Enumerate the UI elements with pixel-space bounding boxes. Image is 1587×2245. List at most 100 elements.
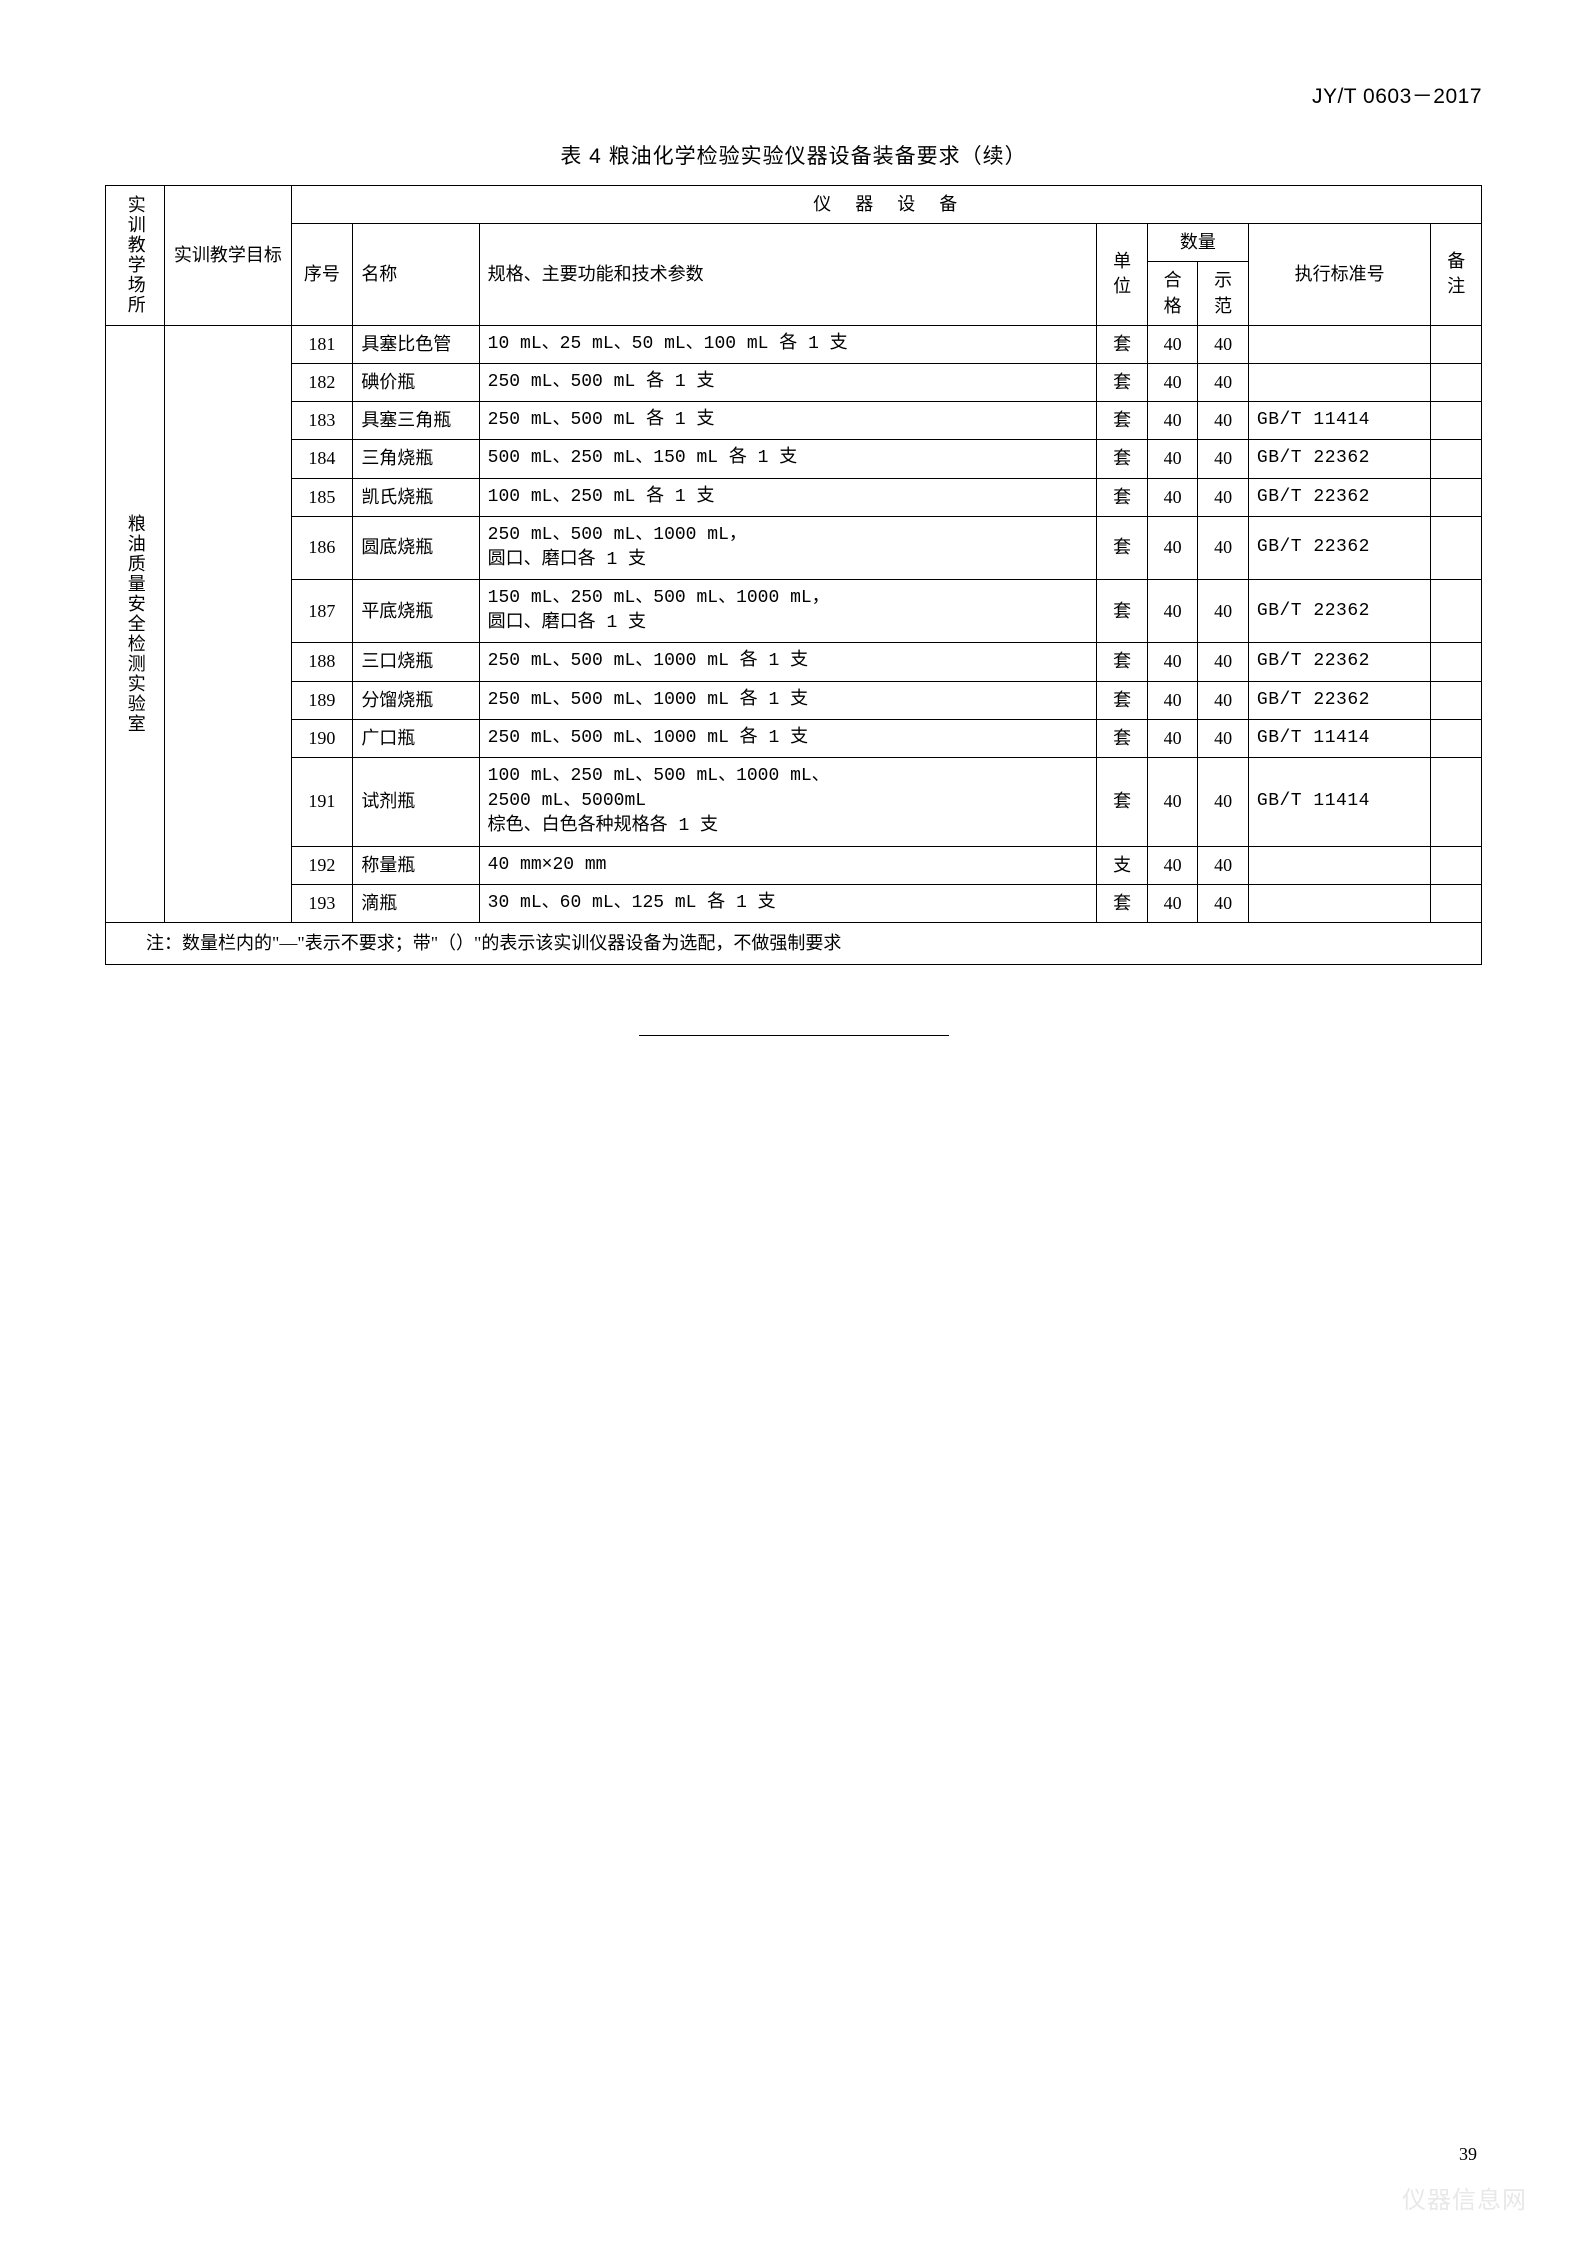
table-title-continued: （续） [961,144,1027,168]
cell-hg: 40 [1147,580,1198,643]
cell-name: 平底烧瓶 [353,580,479,643]
cell-spec: 250 mL、500 mL、1000 mL 各 1 支 [479,681,1097,719]
table-title: 表 4 粮油化学检验实验仪器设备装备要求（续） [105,140,1482,170]
cell-name: 凯氏烧瓶 [353,478,479,516]
cell-spec: 40 mm×20 mm [479,846,1097,884]
header-qty-hg: 合格 [1147,262,1198,325]
cell-seq: 188 [291,643,353,681]
cell-name: 碘价瓶 [353,363,479,401]
table-row: 183具塞三角瓶250 mL、500 mL 各 1 支套4040GB/T 114… [106,402,1482,440]
cell-std: GB/T 22362 [1248,643,1430,681]
cell-note [1431,363,1482,401]
cell-spec: 250 mL、500 mL、1000 mL 各 1 支 [479,643,1097,681]
header-qty: 数量 [1147,224,1248,262]
cell-unit: 套 [1097,758,1148,847]
cell-hg: 40 [1147,325,1198,363]
table-body: 粮油质量安全检测实验室 181具塞比色管10 mL、25 mL、50 mL、100… [106,325,1482,964]
cell-sf: 40 [1198,363,1249,401]
cell-sf: 40 [1198,516,1249,579]
cell-note [1431,478,1482,516]
equipment-table: 实训教学场所 实训教学目标 仪器设备 序号 名称 规格、主要功能和技术参数 单位… [105,185,1482,965]
cell-note [1431,580,1482,643]
cell-hg: 40 [1147,846,1198,884]
cell-hg: 40 [1147,516,1198,579]
cell-sf: 40 [1198,440,1249,478]
cell-unit: 套 [1097,719,1148,757]
cell-note [1431,402,1482,440]
header-spec: 规格、主要功能和技术参数 [479,224,1097,326]
lab-name-cell: 粮油质量安全检测实验室 [106,325,165,922]
cell-unit: 套 [1097,884,1148,922]
cell-seq: 190 [291,719,353,757]
header-seq: 序号 [291,224,353,326]
cell-hg: 40 [1147,758,1198,847]
table-title-main: 表 4 粮油化学检验实验仪器设备装备要求 [560,145,960,168]
table-row: 184三角烧瓶500 mL、250 mL、150 mL 各 1 支套4040GB… [106,440,1482,478]
cell-name: 分馏烧瓶 [353,681,479,719]
cell-sf: 40 [1198,478,1249,516]
table-row: 185凯氏烧瓶100 mL、250 mL 各 1 支套4040GB/T 2236… [106,478,1482,516]
header-qty-sf: 示范 [1198,262,1249,325]
cell-hg: 40 [1147,681,1198,719]
cell-spec: 150 mL、250 mL、500 mL、1000 mL，圆口、磨口各 1 支 [479,580,1097,643]
cell-note [1431,884,1482,922]
cell-sf: 40 [1198,402,1249,440]
cell-std [1248,363,1430,401]
cell-std [1248,884,1430,922]
document-code: JY/T 0603－2017 [105,80,1482,110]
cell-hg: 40 [1147,440,1198,478]
cell-seq: 189 [291,681,353,719]
cell-seq: 181 [291,325,353,363]
header-place: 实训教学场所 [106,186,165,326]
cell-name: 滴瓶 [353,884,479,922]
cell-unit: 套 [1097,402,1148,440]
cell-note [1431,681,1482,719]
cell-std: GB/T 11414 [1248,402,1430,440]
cell-std: GB/T 22362 [1248,580,1430,643]
cell-spec: 10 mL、25 mL、50 mL、100 mL 各 1 支 [479,325,1097,363]
cell-hg: 40 [1147,719,1198,757]
cell-name: 广口瓶 [353,719,479,757]
cell-std: GB/T 22362 [1248,440,1430,478]
table-row: 191试剂瓶100 mL、250 mL、500 mL、1000 mL、2500 … [106,758,1482,847]
table-row: 粮油质量安全检测实验室181具塞比色管10 mL、25 mL、50 mL、100… [106,325,1482,363]
cell-spec: 250 mL、500 mL 各 1 支 [479,402,1097,440]
cell-sf: 40 [1198,325,1249,363]
cell-name: 三口烧瓶 [353,643,479,681]
cell-note [1431,325,1482,363]
page-number: 39 [1459,2144,1477,2165]
table-row: 186圆底烧瓶250 mL、500 mL、1000 mL，圆口、磨口各 1 支套… [106,516,1482,579]
header-unit: 单位 [1097,224,1148,326]
cell-sf: 40 [1198,884,1249,922]
cell-seq: 182 [291,363,353,401]
cell-seq: 193 [291,884,353,922]
cell-unit: 套 [1097,643,1148,681]
footer-note-row: 注：数量栏内的"—"表示不要求；带"（）"的表示该实训仪器设备为选配，不做强制要… [106,922,1482,964]
separator-line [639,1035,949,1036]
table-row: 192称量瓶40 mm×20 mm支4040 [106,846,1482,884]
cell-spec: 100 mL、250 mL、500 mL、1000 mL、2500 mL、500… [479,758,1097,847]
cell-unit: 套 [1097,325,1148,363]
cell-spec: 250 mL、500 mL、1000 mL 各 1 支 [479,719,1097,757]
header-note: 备注 [1431,224,1482,326]
cell-hg: 40 [1147,643,1198,681]
cell-sf: 40 [1198,643,1249,681]
header-equipment: 仪器设备 [291,186,1481,224]
cell-name: 具塞三角瓶 [353,402,479,440]
cell-note [1431,846,1482,884]
cell-std [1248,846,1430,884]
header-std: 执行标准号 [1248,224,1430,326]
cell-spec: 250 mL、500 mL 各 1 支 [479,363,1097,401]
cell-note [1431,440,1482,478]
cell-spec: 500 mL、250 mL、150 mL 各 1 支 [479,440,1097,478]
cell-hg: 40 [1147,478,1198,516]
cell-hg: 40 [1147,884,1198,922]
cell-name: 具塞比色管 [353,325,479,363]
cell-name: 圆底烧瓶 [353,516,479,579]
cell-note [1431,719,1482,757]
cell-unit: 支 [1097,846,1148,884]
table-row: 193滴瓶30 mL、60 mL、125 mL 各 1 支套4040 [106,884,1482,922]
table-row: 187平底烧瓶150 mL、250 mL、500 mL、1000 mL，圆口、磨… [106,580,1482,643]
table-header: 实训教学场所 实训教学目标 仪器设备 序号 名称 规格、主要功能和技术参数 单位… [106,186,1482,326]
cell-std: GB/T 22362 [1248,516,1430,579]
